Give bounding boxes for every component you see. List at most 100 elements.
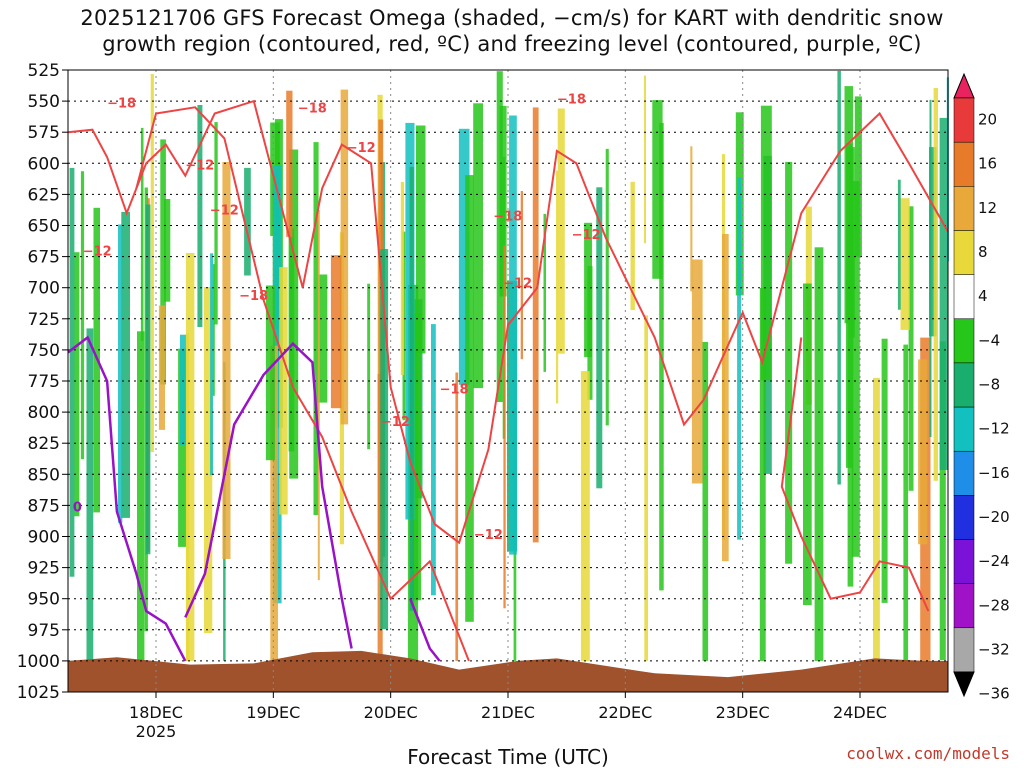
contour-label: −18: [557, 93, 586, 108]
freezing-level-contour: [67, 335, 187, 662]
omega-cell: [265, 285, 275, 461]
y-tick-label: 725: [28, 310, 60, 330]
omega-cell: [473, 103, 483, 389]
omega-cell: [455, 372, 459, 661]
omega-cell: [210, 253, 213, 476]
omega-cell: [330, 255, 342, 409]
omega-cell: [933, 88, 938, 481]
dgz-contour: [135, 106, 470, 662]
omega-cell: [74, 252, 80, 517]
colorbar-segment: [953, 318, 975, 364]
colorbar-label: 4: [978, 287, 988, 305]
omega-cell: [377, 374, 383, 661]
contour-label: −18: [298, 101, 327, 116]
omega-cell: [222, 162, 231, 559]
colorbar-segment: [953, 539, 975, 584]
omega-cell: [214, 122, 218, 325]
contour-label: −12: [503, 277, 532, 292]
omega-cell: [86, 328, 94, 661]
omega-cell: [137, 331, 145, 661]
colorbar-label: 16: [978, 155, 997, 173]
y-tick-label: 900: [28, 528, 60, 548]
omega-cell: [918, 359, 928, 545]
colorbar-label: −20: [978, 508, 1010, 526]
y-tick-label: 675: [28, 248, 60, 268]
omega-cell: [178, 348, 188, 547]
omega-cell: [903, 344, 909, 661]
omega-cell: [367, 283, 371, 450]
y-tick-label: 525: [28, 61, 60, 81]
omega-cell: [286, 90, 293, 237]
omega-cell: [854, 96, 862, 257]
colorbar-label: −12: [978, 420, 1010, 438]
omega-cell: [847, 224, 854, 587]
colorbar-label: −4: [978, 331, 1000, 349]
y-tick-label: 925: [28, 559, 60, 579]
y-tick-label: 850: [28, 465, 60, 485]
omega-cell: [939, 341, 946, 661]
contour-label: −18: [440, 382, 469, 397]
omega-cell: [203, 287, 213, 633]
contour-label: −18: [493, 210, 522, 225]
colorbar-label: −28: [978, 596, 1010, 614]
omega-cell: [150, 74, 154, 453]
omega-cell: [244, 167, 251, 276]
y-tick-label: 550: [28, 92, 60, 112]
colorbar-label: 12: [978, 199, 997, 217]
colorbar-segment: [953, 274, 975, 320]
omega-cell: [80, 171, 85, 460]
omega-cell: [851, 181, 860, 557]
y-tick-label: 575: [28, 123, 60, 143]
omega-cell: [897, 179, 901, 310]
contour-label: −12: [83, 244, 112, 259]
omega-cell: [186, 332, 190, 661]
x-tick-label: 21DEC: [481, 703, 535, 722]
omega-cell: [691, 259, 703, 484]
omega-cell: [318, 274, 328, 403]
contour-label: −18: [107, 96, 136, 111]
omega-cell: [279, 267, 288, 515]
dgz-contour: [780, 337, 930, 612]
omega-cell: [532, 107, 539, 543]
colorbar-segment: [953, 627, 975, 673]
omega-cell: [212, 264, 215, 396]
y-tick-label: 800: [28, 403, 60, 423]
omega-cell: [596, 187, 603, 489]
contour-label: 0: [73, 501, 82, 516]
y-tick-label: 750: [28, 341, 60, 361]
omega-cell: [409, 166, 414, 611]
omega-cell: [908, 206, 914, 491]
omega-cell: [400, 182, 405, 376]
omega-cell: [556, 170, 559, 404]
omega-cell: [503, 245, 506, 609]
contour-label: −12: [381, 415, 410, 430]
colorbar-segment: [953, 450, 975, 496]
omega-cell: [160, 139, 166, 385]
chart-title-line2: growth region (contoured, red, ºC) and f…: [102, 32, 922, 56]
omega-cell: [496, 71, 503, 402]
omega-cell: [580, 371, 590, 661]
colorbar-label: −8: [978, 376, 1000, 394]
omega-cell: [722, 234, 729, 562]
y-tick-label: 775: [28, 372, 60, 392]
x-tick-label: 19DEC: [246, 703, 300, 722]
omega-cell: [587, 266, 593, 400]
colorbar-segment: [953, 141, 975, 187]
colorbar-label: −36: [978, 685, 1010, 703]
omega-cell: [844, 86, 853, 324]
omega-cell: [313, 142, 319, 515]
x-tick-sublabel: 2025: [136, 722, 177, 741]
colorbar-segment: [953, 406, 975, 452]
x-tick-label: 24DEC: [833, 703, 887, 722]
omega-cell: [180, 334, 189, 445]
y-tick-label: 625: [28, 185, 60, 205]
colorbar-label: −32: [978, 640, 1010, 658]
freezing-level-contour: [184, 341, 353, 649]
contour-label: −12: [474, 528, 503, 543]
omega-cell: [140, 127, 144, 341]
x-tick-label: 22DEC: [598, 703, 652, 722]
omega-cell: [737, 177, 741, 540]
omega-cell: [197, 105, 203, 327]
colorbar-segment: [953, 362, 975, 408]
